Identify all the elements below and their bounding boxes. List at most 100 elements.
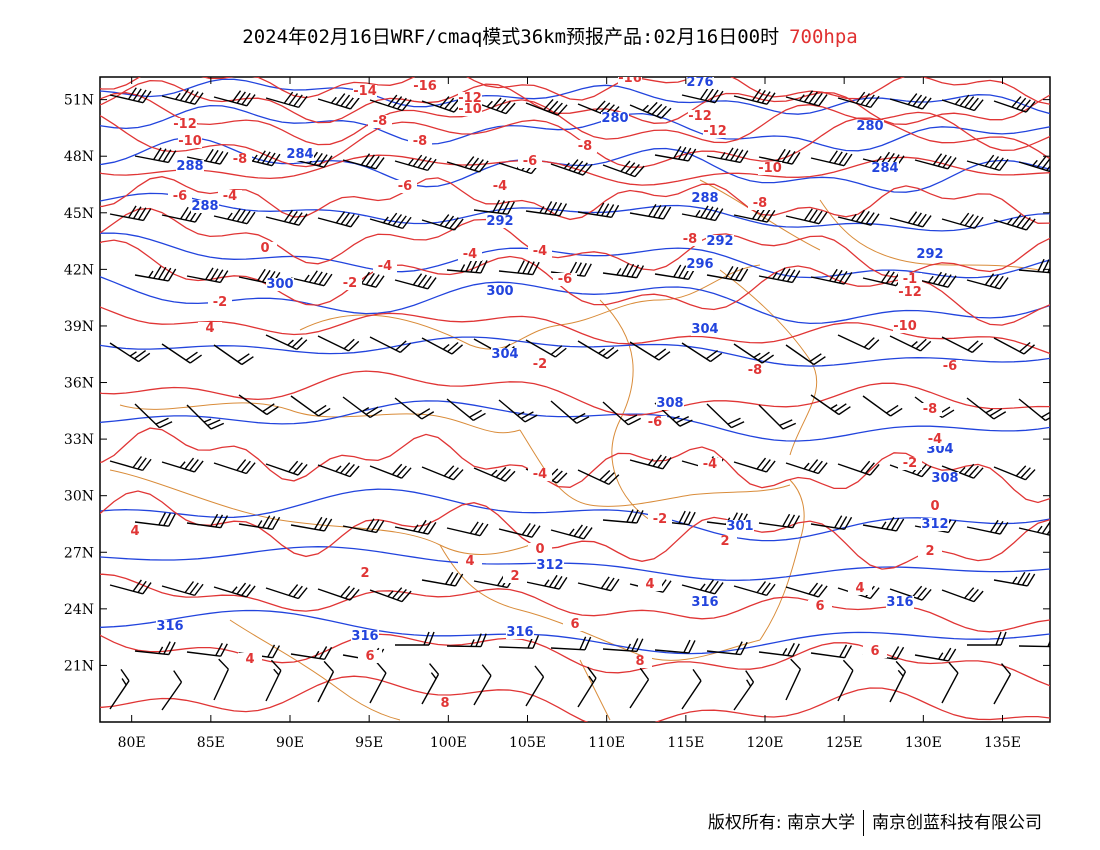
wind-barb: [681, 205, 724, 222]
temperature-contour-label: -12: [688, 109, 712, 124]
temp-label-bg: [413, 80, 437, 93]
height-contour-label: 276: [686, 75, 713, 90]
height-contour-label: 316: [691, 595, 718, 610]
wind-barb: [213, 208, 256, 225]
wind-barb: [342, 518, 385, 534]
height-contour-line: [100, 276, 1050, 325]
height-label-bg: [506, 626, 534, 639]
temp-label-bg: [898, 457, 922, 470]
wind-barb: [525, 201, 568, 217]
wind-barb: [550, 636, 592, 651]
lat-tick-label: 30N: [64, 489, 94, 505]
temperature-contour-label: -4: [463, 247, 477, 262]
temp-label-bg: [458, 103, 482, 116]
wind-barb: [706, 641, 748, 656]
wind-barb: [109, 342, 151, 363]
wind-barb: [810, 394, 851, 416]
lat-tick-label: 45N: [64, 206, 94, 222]
wind-barb: [473, 466, 516, 482]
temp-label-bg: [528, 358, 552, 371]
lat-tick-label: 21N: [64, 658, 94, 674]
wind-barb: [213, 582, 256, 598]
wind-barb: [525, 574, 568, 590]
wind-barb: [758, 267, 801, 284]
temp-label-bg: [703, 125, 727, 138]
wind-barb: [889, 585, 932, 601]
wind-barb: [681, 668, 702, 710]
temp-label-bg: [918, 403, 942, 416]
wind-barb: [785, 208, 828, 225]
height-contour-line: [100, 609, 1050, 655]
wind-barb: [446, 633, 487, 648]
wind-barb: [134, 403, 173, 429]
height-contour-line: [100, 336, 1050, 367]
temperature-contour-label: 0: [930, 499, 939, 514]
border-line: [759, 479, 805, 641]
temp-label-bg: [553, 273, 577, 286]
height-contour-line: [100, 104, 1050, 152]
wind-barb: [577, 469, 620, 486]
wind-barb: [577, 100, 620, 118]
wind-barb: [602, 509, 644, 524]
height-label-bg: [536, 559, 564, 572]
wind-barb: [238, 515, 281, 531]
wind-barb: [342, 153, 385, 170]
height-label-bg: [486, 285, 514, 298]
temp-label-bg: [338, 277, 362, 290]
wind-barb: [421, 337, 463, 355]
axis-ticks: 51N 48N 45N 42N 39N 36N 33N 30N 27N 24N 21N 80E 85E 9…: [64, 77, 1050, 751]
temp-label-bg: [898, 273, 922, 286]
wind-barb: [862, 516, 905, 532]
height-contour-label: 280: [601, 111, 628, 126]
temp-label-bg: [528, 245, 552, 258]
temperature-contour-label: 0: [260, 241, 269, 256]
height-contour-label: 292: [916, 247, 943, 262]
temp-label-bg: [218, 190, 242, 203]
temperature-contour-label: -12: [458, 91, 482, 106]
title-level: 700hpa: [789, 26, 858, 48]
border-line: [819, 199, 1041, 271]
lat-tick-label: 42N: [64, 262, 94, 278]
temperature-contour-label: -4: [533, 244, 547, 259]
wind-barb: [265, 659, 282, 702]
temperature-contour-label: 2: [510, 569, 519, 584]
wind-barb: [317, 211, 360, 228]
temp-label-bg: [253, 242, 277, 255]
temp-label-bg: [648, 513, 672, 526]
title-main: 2024年02月16日WRF/cmaq模式36km预报产品:02月16日00时: [242, 26, 780, 48]
wind-barb: [810, 150, 853, 167]
height-contour-line: [100, 78, 1050, 115]
temp-label-bg: [638, 578, 662, 591]
temperature-contour-line: [100, 207, 1050, 278]
temperature-contour-line: [100, 633, 1050, 687]
lat-tick-label: 24N: [64, 602, 94, 618]
temperature-contour-line: [100, 115, 1050, 168]
wind-barb: [421, 465, 464, 481]
temperature-contour-label: 2: [360, 566, 369, 581]
wind-barb: [395, 631, 435, 646]
border-line: [119, 402, 521, 434]
height-label-bg: [686, 258, 714, 271]
wind-barb: [785, 582, 828, 598]
height-label-bg: [191, 200, 219, 213]
wind-barb: [993, 663, 1012, 705]
temperature-contour-label: -8: [753, 196, 767, 211]
wind-barb: [290, 646, 333, 661]
height-label-bg: [156, 620, 184, 633]
height-label-bg: [926, 443, 954, 456]
border-line: [229, 619, 401, 721]
temperature-contour-label: -8: [748, 363, 762, 378]
temperature-contour-label: 6: [570, 617, 579, 632]
temp-label-bg: [923, 500, 947, 513]
temp-label-bg: [678, 233, 702, 246]
wind-barb: [889, 211, 932, 228]
wind-barb: [993, 337, 1035, 355]
height-contour-line: [100, 488, 1050, 542]
wind-barb: [213, 459, 256, 475]
wind-barb: [550, 400, 590, 424]
temp-label-bg: [528, 468, 552, 481]
temp-label-bg: [178, 135, 202, 148]
temp-label-bg: [358, 650, 382, 663]
temperature-contour-label: -2: [533, 357, 547, 372]
wind-barb: [446, 156, 489, 173]
